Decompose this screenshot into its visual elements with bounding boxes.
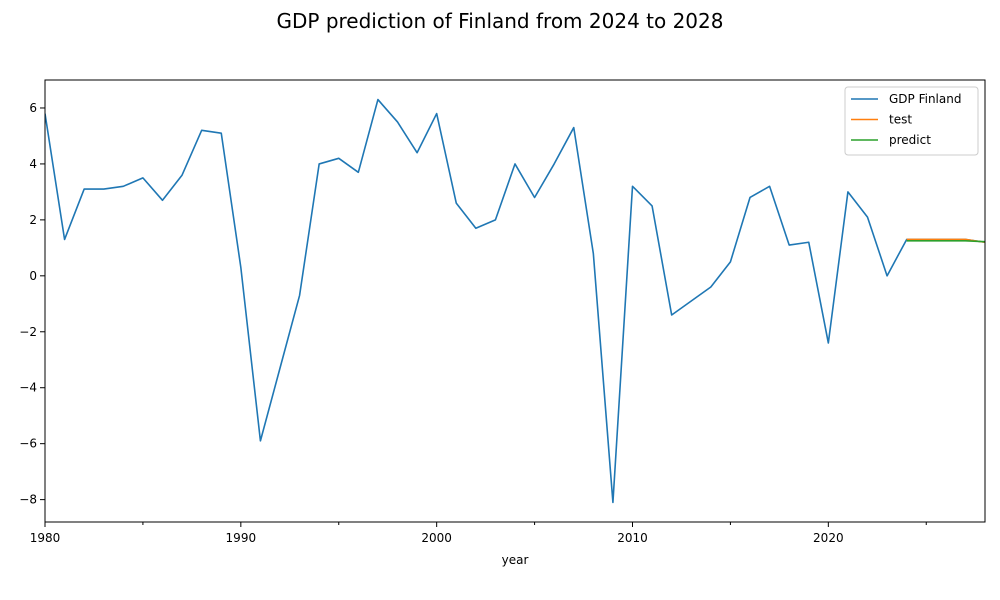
- x-tick-label: 1980: [30, 531, 61, 545]
- legend-box: [844, 86, 979, 156]
- plot-area: [45, 98, 985, 504]
- legend: GDP Finland test predict: [844, 86, 979, 156]
- legend-label: test: [889, 113, 912, 127]
- x-tick-label: 1990: [226, 531, 257, 545]
- y-tick-label: −6: [19, 437, 37, 451]
- y-tick-label: 0: [29, 269, 37, 283]
- series-line-2: [906, 240, 985, 243]
- y-tick-label: 6: [29, 101, 37, 115]
- x-tick-label: 2020: [813, 531, 844, 545]
- y-tick-label: 4: [29, 157, 37, 171]
- y-tick-label: −8: [19, 493, 37, 507]
- y-tick-label: −4: [19, 381, 37, 395]
- chart-title: GDP prediction of Finland from 2024 to 2…: [277, 9, 724, 33]
- y-axis: −8 −6 −4 −2 0 2 4 6: [19, 101, 45, 507]
- x-tick-label: 2000: [421, 531, 452, 545]
- x-tick-label: 2010: [617, 531, 648, 545]
- series-line-0: [45, 98, 985, 504]
- plot-frame: [44, 79, 986, 523]
- legend-label: GDP Finland: [889, 92, 961, 106]
- legend-label: predict: [889, 133, 931, 147]
- x-axis-label: year: [502, 553, 529, 567]
- y-tick-label: −2: [19, 325, 37, 339]
- y-tick-label: 2: [29, 213, 37, 227]
- x-axis: 1980 1990 2000 2010 2020: [30, 522, 927, 545]
